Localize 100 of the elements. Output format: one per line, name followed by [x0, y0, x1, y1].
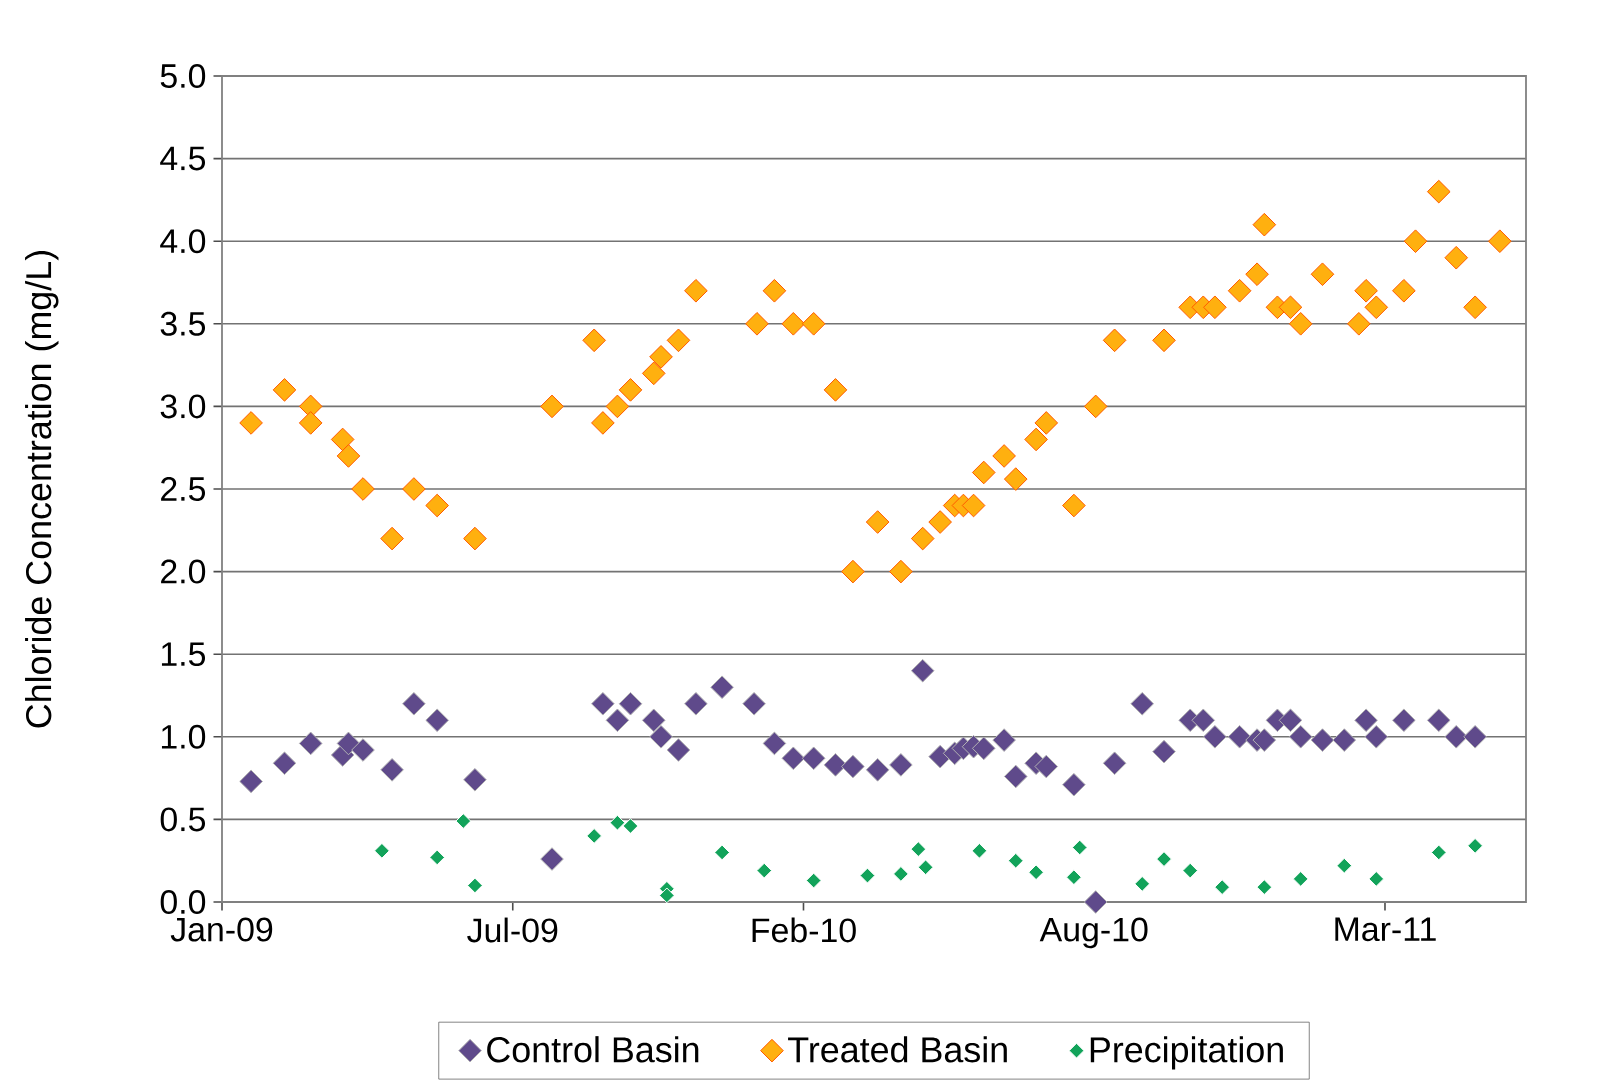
point — [1134, 875, 1151, 892]
point — [618, 691, 643, 716]
y-tick-label: 0.5 — [160, 807, 206, 832]
point — [586, 828, 603, 844]
point — [714, 844, 730, 861]
point — [374, 842, 390, 859]
point — [272, 751, 297, 776]
point — [351, 738, 375, 762]
point — [823, 753, 848, 777]
point — [336, 731, 361, 756]
point — [1463, 724, 1487, 749]
point — [1332, 728, 1357, 752]
x-tick-label: Jan-09 — [170, 917, 273, 942]
legend-label: Control Basin — [487, 1036, 699, 1063]
y-tick-label: 3.0 — [160, 394, 206, 419]
point — [1156, 851, 1172, 867]
point — [591, 691, 615, 716]
y-tick-label: 4.0 — [160, 229, 206, 254]
point — [239, 769, 263, 794]
point — [540, 847, 564, 871]
point — [463, 767, 487, 792]
y-tick-label: 1.0 — [161, 724, 206, 749]
point — [1007, 852, 1024, 869]
point — [1368, 871, 1385, 887]
point — [298, 731, 323, 756]
point — [1102, 751, 1127, 776]
point — [1336, 857, 1353, 874]
point — [684, 691, 708, 716]
point — [1278, 708, 1303, 733]
point — [971, 736, 996, 761]
point — [841, 754, 865, 779]
x-tick-label: Feb-10 — [752, 917, 856, 943]
point — [622, 818, 639, 834]
point — [609, 814, 626, 831]
point — [429, 849, 446, 866]
x-tick-label: Jul-09 — [467, 917, 558, 943]
point — [1003, 764, 1028, 789]
point — [1444, 724, 1469, 749]
point — [742, 691, 766, 716]
legend-label: Treated Basin — [788, 1036, 1007, 1063]
point — [1191, 708, 1216, 733]
point — [910, 841, 927, 857]
point — [1066, 869, 1082, 886]
y-tick-label: 2.5 — [161, 477, 206, 501]
point — [1426, 708, 1451, 733]
point — [917, 859, 934, 876]
point — [402, 691, 426, 716]
point — [425, 708, 449, 733]
y-axis-title: Chloride Concentration (mg/L) — [25, 251, 59, 728]
x-tick-label: Aug-10 — [1039, 917, 1148, 949]
legend-label: Precipitation — [1090, 1036, 1283, 1070]
point — [1182, 862, 1199, 879]
point — [1292, 871, 1309, 887]
point — [1034, 754, 1059, 779]
y-tick-label: 0.0 — [160, 890, 206, 914]
point — [1203, 724, 1227, 749]
point — [1467, 837, 1483, 854]
point — [1364, 724, 1389, 749]
point — [1152, 739, 1176, 764]
point — [1354, 708, 1378, 733]
point — [605, 708, 630, 733]
point — [893, 866, 909, 882]
point — [467, 877, 483, 894]
point — [666, 738, 691, 762]
point — [1083, 890, 1108, 914]
y-tick-label: 5.0 — [160, 64, 206, 89]
point — [971, 842, 988, 859]
point — [455, 813, 472, 829]
point — [910, 658, 935, 683]
point — [889, 753, 913, 777]
point — [801, 746, 826, 771]
point — [641, 708, 666, 733]
point — [649, 724, 673, 749]
point — [1430, 844, 1447, 861]
point — [1214, 879, 1231, 895]
point — [710, 675, 734, 700]
point — [1392, 708, 1416, 733]
point — [658, 887, 675, 904]
point — [1310, 728, 1335, 752]
point — [756, 862, 773, 879]
point — [781, 746, 806, 771]
point — [380, 758, 404, 782]
point — [865, 758, 890, 782]
y-tick-label: 3.5 — [160, 311, 206, 336]
point — [1288, 724, 1313, 749]
point — [1071, 839, 1088, 856]
point — [1130, 691, 1155, 716]
point — [1028, 864, 1044, 881]
y-tick-label: 1.5 — [161, 642, 206, 667]
point — [1252, 728, 1277, 752]
point — [992, 728, 1016, 752]
point — [1256, 879, 1273, 895]
point — [762, 731, 787, 756]
x-tick-label: Mar-11 — [1335, 917, 1436, 942]
y-tick-label: 4.5 — [160, 146, 206, 171]
point — [859, 867, 876, 884]
point — [1227, 724, 1252, 749]
point — [805, 872, 822, 889]
y-tick-label: 2.0 — [161, 559, 206, 584]
point — [1062, 772, 1086, 797]
